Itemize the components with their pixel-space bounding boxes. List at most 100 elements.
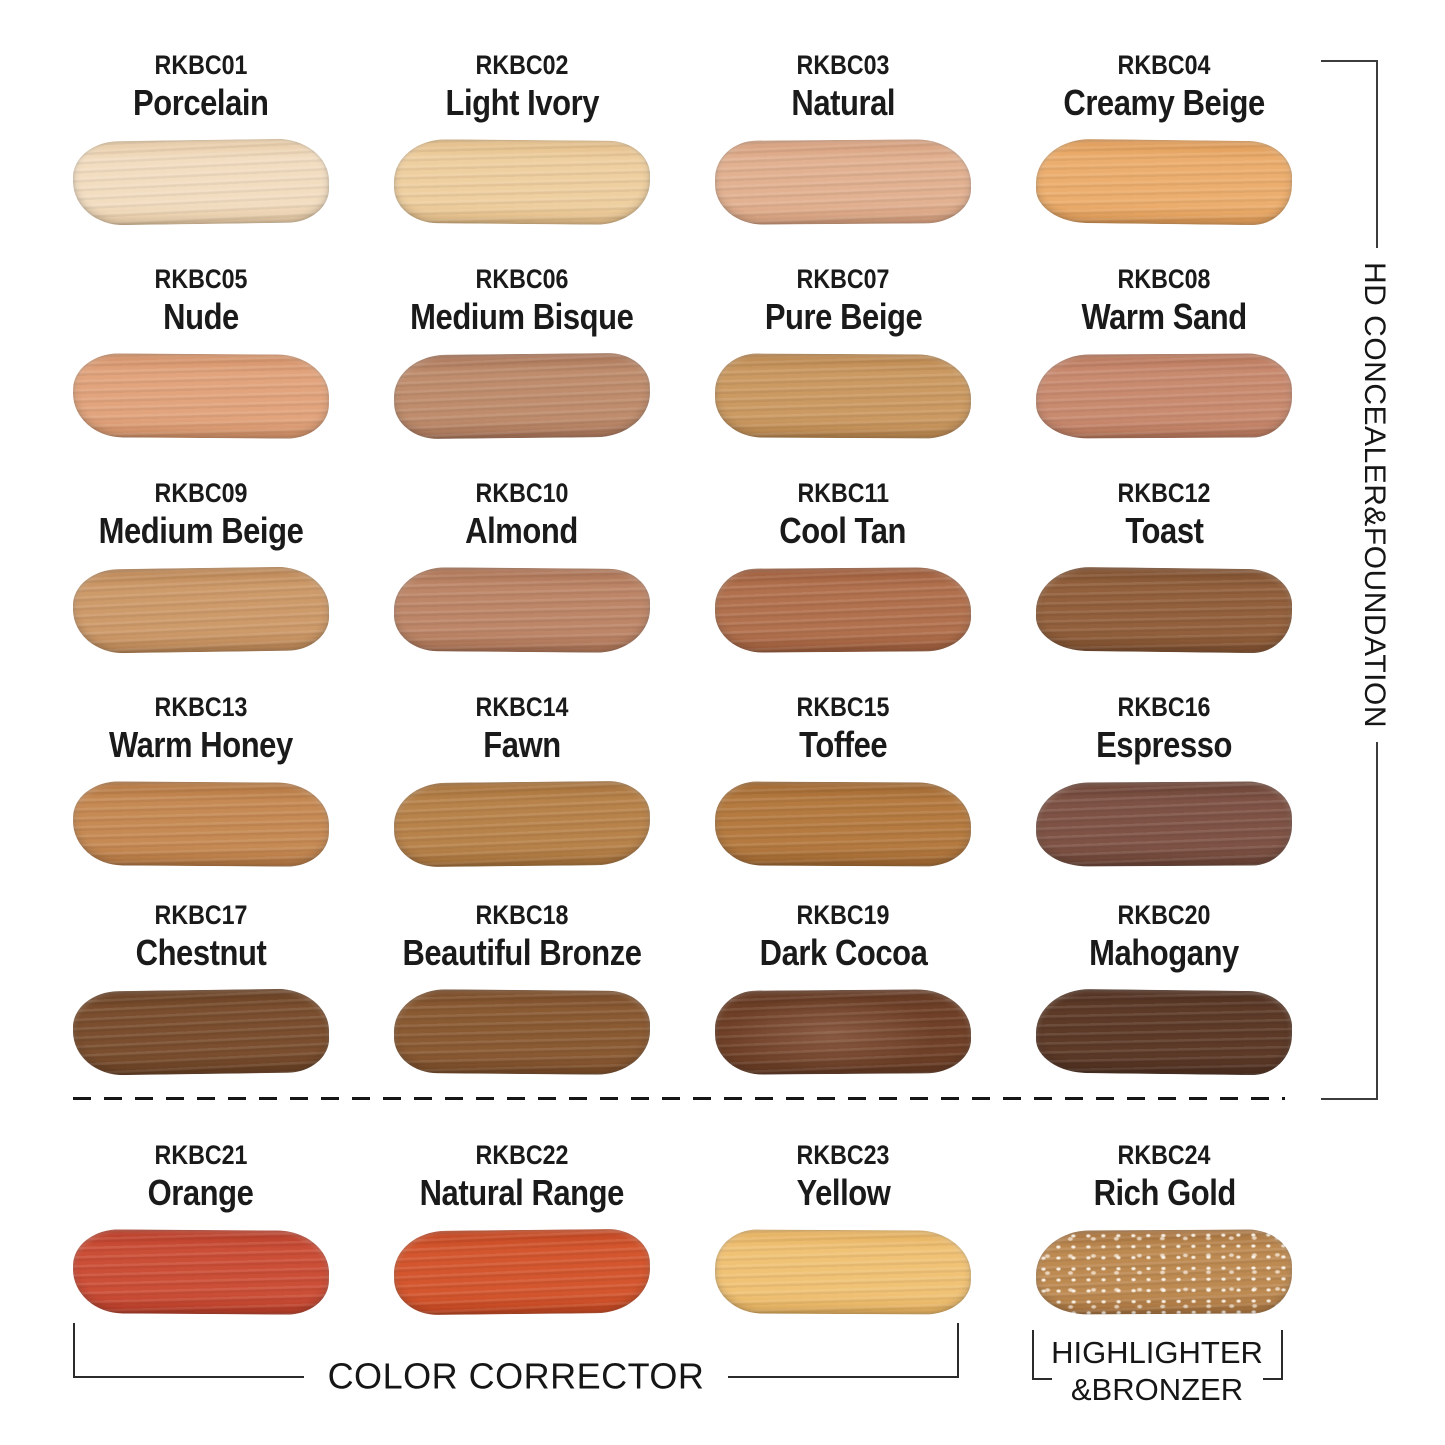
- shade-code: RKBC03: [796, 50, 890, 80]
- shade-name: Yellow: [796, 1172, 891, 1213]
- shade-swatch: [393, 780, 651, 868]
- shade-name: Medium Beige: [98, 510, 303, 551]
- shade-cell-rkbc10: RKBC10 Almond: [361, 476, 682, 654]
- color-corrector-bracket: COLOR CORRECTOR: [73, 1323, 959, 1394]
- shade-code: RKBC24: [1117, 1140, 1211, 1170]
- shade-row-5: RKBC17 Chestnut RKBC18 Beautiful Bronze …: [40, 898, 1325, 1076]
- shade-swatch: [714, 781, 972, 867]
- highlighter-label-line1: HIGHLIGHTER: [1051, 1335, 1263, 1370]
- shade-swatch: [1036, 1229, 1293, 1315]
- shade-cell-rkbc14: RKBC14 Fawn: [361, 690, 682, 868]
- shade-name: Warm Sand: [1081, 296, 1248, 337]
- shade-swatch: [72, 566, 330, 654]
- shade-code: RKBC02: [475, 50, 569, 80]
- color-corrector-tick-left: [73, 1323, 75, 1378]
- shade-swatch: [714, 353, 972, 439]
- shade-name: Dark Cocoa: [759, 932, 928, 973]
- shade-cell-rkbc03: RKBC03 Natural: [683, 48, 1004, 225]
- shade-cell-rkbc21: RKBC21 Orange: [40, 1138, 361, 1315]
- shade-code: RKBC07: [796, 264, 890, 294]
- shade-name: Natural Range: [419, 1172, 625, 1213]
- shade-cell-rkbc24: RKBC24 Rich Gold: [1004, 1138, 1325, 1315]
- shade-cell-rkbc19: RKBC19 Dark Cocoa: [683, 898, 1004, 1075]
- shade-cell-rkbc18: RKBC18 Beautiful Bronze: [361, 898, 682, 1076]
- shade-code: RKBC17: [154, 900, 248, 930]
- shade-cell-rkbc22: RKBC22 Natural Range: [361, 1138, 682, 1316]
- foundation-bracket-tick-top: [1321, 60, 1378, 62]
- shade-name: Cool Tan: [779, 510, 907, 551]
- shade-name: Mahogany: [1089, 932, 1240, 973]
- shade-name: Light Ivory: [445, 82, 599, 123]
- shade-code: RKBC19: [796, 900, 890, 930]
- shade-code: RKBC20: [1117, 900, 1211, 930]
- foundation-bracket-tick-bottom: [1321, 1098, 1378, 1100]
- shade-swatch: [393, 1228, 651, 1316]
- shade-code: RKBC10: [475, 478, 569, 508]
- shade-swatch: [72, 353, 329, 439]
- highlighter-bracket-right: [1263, 1330, 1283, 1380]
- shade-name: Beautiful Bronze: [402, 932, 642, 973]
- shade-name: Toast: [1125, 510, 1204, 551]
- shade-code: RKBC06: [475, 264, 569, 294]
- shade-code: RKBC08: [1117, 264, 1211, 294]
- shade-name: Orange: [147, 1172, 254, 1213]
- shade-swatch: [1035, 566, 1293, 654]
- shade-code: RKBC09: [154, 478, 248, 508]
- shade-code: RKBC13: [154, 692, 248, 722]
- shade-cell-rkbc09: RKBC09 Medium Beige: [40, 476, 361, 654]
- shade-row-4: RKBC13 Warm Honey RKBC14 Fawn RKBC15 Tof…: [40, 690, 1325, 868]
- shade-cell-rkbc17: RKBC17 Chestnut: [40, 898, 361, 1076]
- shade-swatch: [1035, 988, 1293, 1076]
- shade-code: RKBC14: [475, 692, 569, 722]
- shade-cell-rkbc23: RKBC23 Yellow: [683, 1138, 1004, 1315]
- shade-cell-rkbc07: RKBC07 Pure Beige: [683, 262, 1004, 439]
- shade-name: Creamy Beige: [1063, 82, 1266, 123]
- shade-name: Pure Beige: [764, 296, 922, 337]
- shade-cell-rkbc20: RKBC20 Mahogany: [1004, 898, 1325, 1076]
- shade-cell-rkbc15: RKBC15 Toffee: [683, 690, 1004, 867]
- shade-name: Fawn: [483, 724, 561, 765]
- shade-row-6: RKBC21 Orange RKBC22 Natural Range RKBC2…: [40, 1138, 1325, 1316]
- shade-swatch: [393, 566, 651, 654]
- shade-cell-rkbc01: RKBC01 Porcelain: [40, 48, 361, 226]
- shade-name: Natural: [791, 82, 895, 123]
- color-corrector-line-right: [728, 1376, 957, 1378]
- shade-cell-rkbc08: RKBC08 Warm Sand: [1004, 262, 1325, 439]
- shade-code: RKBC23: [796, 1140, 890, 1170]
- shade-row-3: RKBC09 Medium Beige RKBC10 Almond RKBC11…: [40, 476, 1325, 654]
- shade-swatch: [72, 781, 329, 867]
- shade-swatch: [393, 138, 651, 226]
- shade-swatch: [1035, 138, 1293, 226]
- shade-swatch: [714, 1229, 972, 1315]
- shade-name: Rich Gold: [1093, 1172, 1236, 1213]
- foundation-group-label: HD CONCEALER&FOUNDATION: [1357, 248, 1391, 742]
- shade-swatch: [1036, 781, 1293, 867]
- shade-swatch: [1036, 353, 1293, 439]
- shade-swatch: [714, 989, 972, 1075]
- shade-code: RKBC04: [1117, 50, 1211, 80]
- color-corrector-label: COLOR CORRECTOR: [327, 1355, 705, 1397]
- shade-swatch: [393, 988, 651, 1076]
- shade-grid: RKBC01 Porcelain RKBC02 Light Ivory RKBC…: [40, 0, 1325, 1445]
- shade-cell-rkbc11: RKBC11 Cool Tan: [683, 476, 1004, 653]
- shade-name: Nude: [162, 296, 239, 337]
- shade-name: Medium Bisque: [410, 296, 634, 337]
- shade-cell-rkbc02: RKBC02 Light Ivory: [361, 48, 682, 226]
- color-corrector-tick-right: [957, 1323, 959, 1378]
- highlighter-group-label: HIGHLIGHTER &BRONZER: [1027, 1334, 1287, 1408]
- shade-code: RKBC01: [154, 50, 248, 80]
- shade-cell-rkbc05: RKBC05 Nude: [40, 262, 361, 439]
- shade-name: Espresso: [1096, 724, 1233, 765]
- shade-cell-rkbc13: RKBC13 Warm Honey: [40, 690, 361, 867]
- shade-swatch: [72, 1229, 329, 1315]
- shade-swatch: [72, 988, 330, 1076]
- shade-name: Warm Honey: [108, 724, 293, 765]
- shade-code: RKBC15: [796, 692, 890, 722]
- shade-swatch: [393, 352, 651, 440]
- shade-row-1: RKBC01 Porcelain RKBC02 Light Ivory RKBC…: [40, 48, 1325, 226]
- shade-name: Almond: [465, 510, 579, 551]
- shade-code: RKBC05: [154, 264, 248, 294]
- shade-code: RKBC18: [475, 900, 569, 930]
- dashed-divider: [73, 1097, 1285, 1100]
